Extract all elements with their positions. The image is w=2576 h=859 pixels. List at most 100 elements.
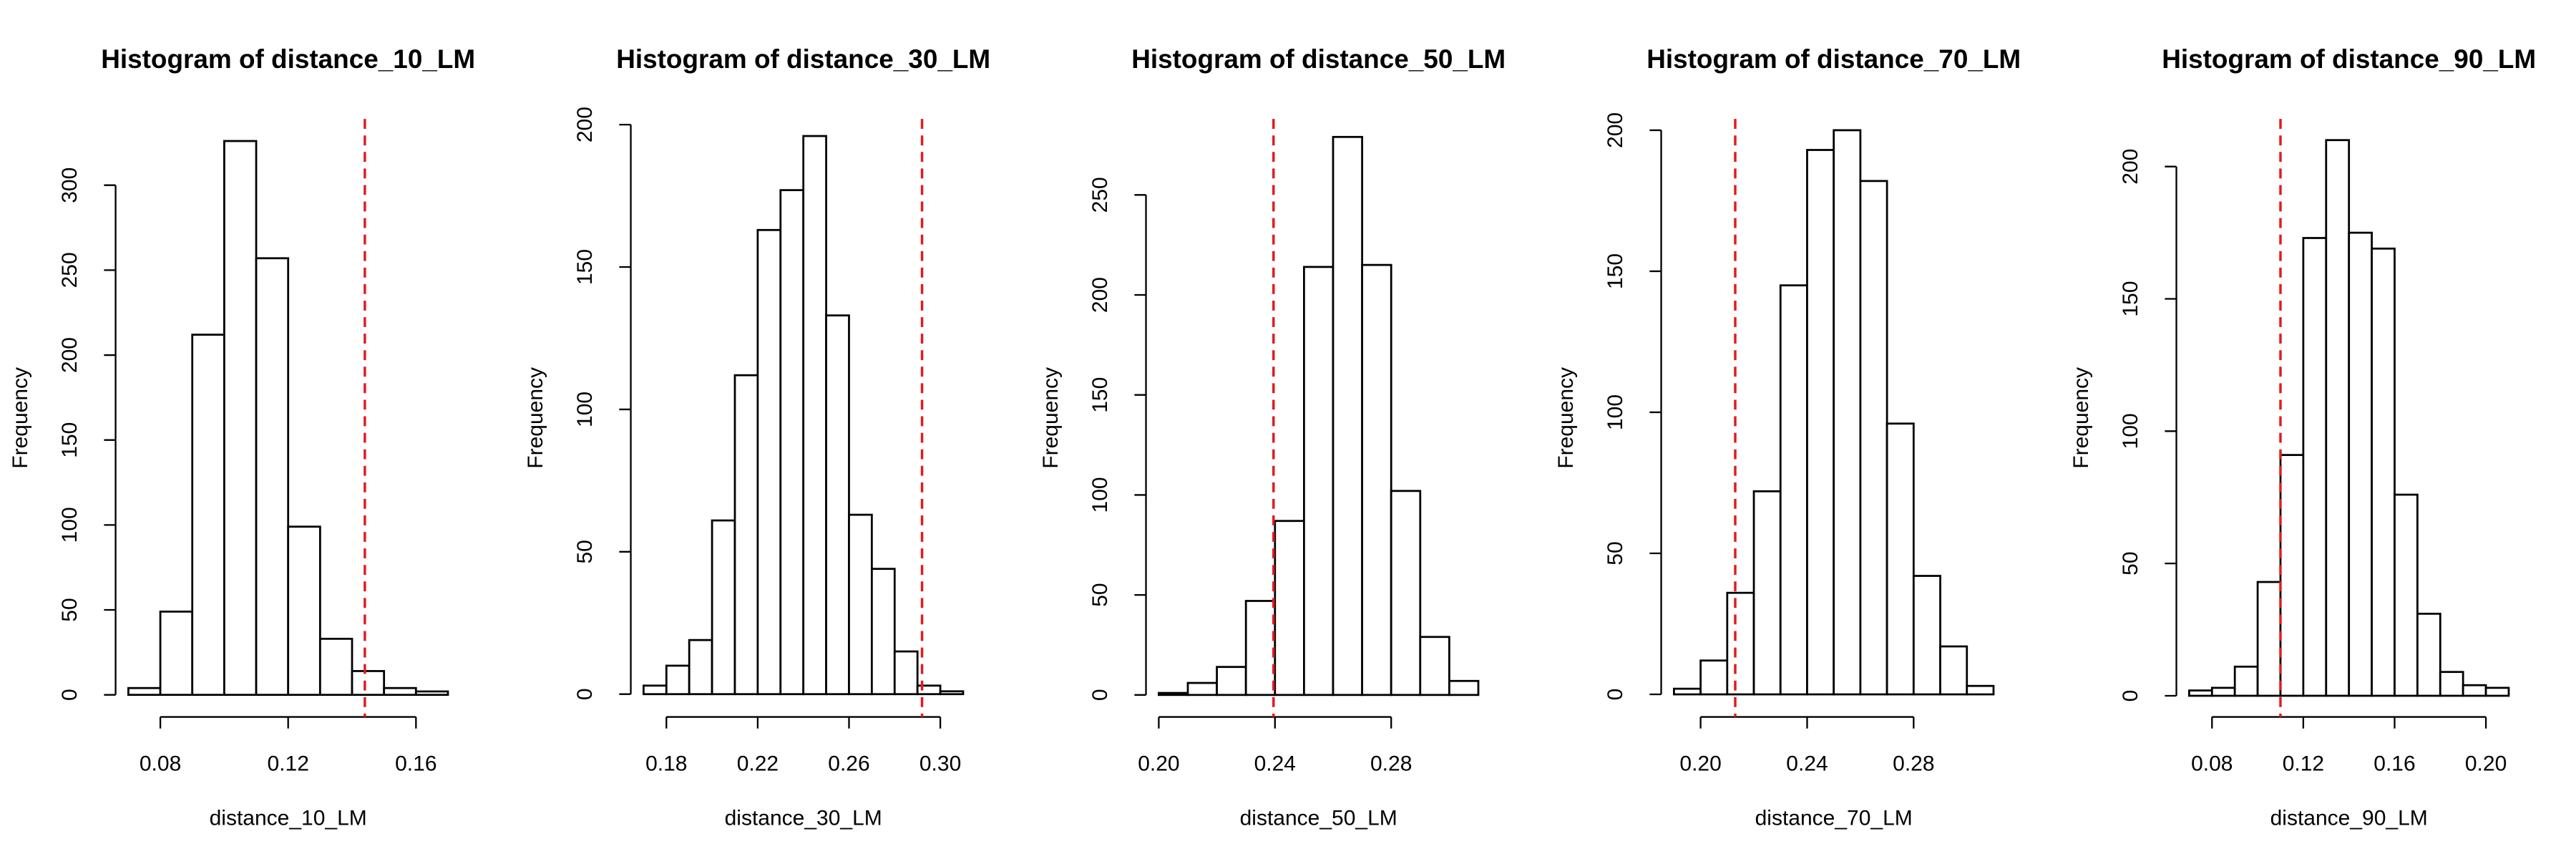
bar — [2210, 686, 2236, 697]
bar — [2256, 581, 2282, 697]
bar — [2439, 671, 2464, 697]
x-axis-label: distance_30_LM — [725, 807, 882, 830]
y-tick-label: 300 — [58, 168, 82, 203]
bar — [2484, 686, 2510, 697]
bar — [1274, 520, 1305, 697]
bar — [1752, 490, 1782, 696]
y-tick-label: 250 — [58, 252, 82, 288]
bar — [1726, 591, 1755, 696]
bar — [159, 611, 194, 697]
bar — [2325, 139, 2351, 697]
chart-title: Histogram of distance_90_LM — [2162, 44, 2536, 74]
x-tick-label: 0.20 — [2465, 752, 2507, 775]
bar — [1186, 681, 1218, 697]
x-tick-label: 0.18 — [645, 752, 687, 775]
bar — [1966, 684, 1995, 696]
x-tick-label: 0.12 — [2283, 752, 2324, 775]
bar — [1779, 284, 1808, 696]
y-tick-label: 0 — [1088, 689, 1112, 701]
x-tick-label: 0.20 — [1679, 752, 1721, 775]
y-tick-label: 100 — [2119, 413, 2142, 449]
bar — [223, 140, 258, 697]
y-tick-label: 150 — [2119, 281, 2142, 316]
x-tick-label: 0.24 — [1786, 752, 1828, 775]
x-tick-label: 0.16 — [2373, 752, 2415, 775]
bar — [893, 650, 919, 696]
bar — [1448, 679, 1480, 697]
x-tick-label: 0.12 — [267, 752, 308, 775]
y-tick-label: 100 — [1088, 477, 1112, 513]
y-tick-label: 50 — [2119, 551, 2142, 575]
x-axis-label: distance_90_LM — [2270, 807, 2428, 830]
bar — [1885, 422, 1915, 696]
bar — [191, 334, 225, 697]
chart-title: Histogram of distance_50_LM — [1131, 44, 1506, 74]
bar — [2302, 237, 2328, 697]
y-tick-label: 150 — [573, 249, 597, 285]
y-tick-label: 150 — [58, 422, 82, 458]
y-tick-label: 50 — [1088, 583, 1112, 606]
y-tick-label: 0 — [1604, 689, 1627, 701]
bar — [318, 637, 353, 697]
y-axis-label: Frequency — [9, 367, 32, 469]
x-tick-label: 0.28 — [1370, 752, 1412, 775]
bar — [1673, 687, 1702, 696]
bar — [665, 664, 691, 696]
bar — [733, 374, 759, 696]
bar — [871, 568, 896, 696]
bar — [2279, 454, 2305, 697]
y-tick-label: 200 — [58, 337, 82, 373]
bar — [1244, 600, 1277, 697]
y-tick-label: 50 — [58, 598, 82, 621]
x-axis-label: distance_50_LM — [1240, 807, 1397, 830]
chart-title: Histogram of distance_30_LM — [616, 44, 990, 74]
bar — [2348, 231, 2373, 697]
bar — [2233, 665, 2259, 697]
x-tick-label: 0.26 — [828, 752, 869, 775]
bar — [916, 684, 942, 696]
y-tick-label: 50 — [573, 540, 597, 563]
y-tick-label: 0 — [2119, 690, 2142, 702]
bar — [255, 257, 290, 697]
chart-title: Histogram of distance_70_LM — [1646, 44, 2021, 74]
x-tick-label: 0.30 — [919, 752, 961, 775]
bar — [383, 686, 417, 697]
bar — [2371, 247, 2396, 697]
x-axis-label: distance_70_LM — [1755, 807, 1913, 830]
x-axis-label: distance_10_LM — [210, 807, 367, 830]
y-tick-label: 200 — [573, 107, 597, 142]
x-tick-label: 0.08 — [2191, 752, 2233, 775]
x-tick-label: 0.16 — [395, 752, 436, 775]
x-tick-label: 0.28 — [1893, 752, 1934, 775]
bar — [2188, 689, 2213, 697]
bar — [1833, 129, 1862, 696]
bar — [756, 228, 782, 696]
bar — [1390, 490, 1422, 697]
bar — [939, 690, 965, 696]
x-tick-label: 0.20 — [1138, 752, 1179, 775]
x-tick-label: 0.08 — [140, 752, 181, 775]
bar — [1939, 645, 1968, 696]
bar — [2462, 684, 2487, 697]
bar — [2416, 612, 2441, 697]
y-tick-label: 0 — [573, 688, 597, 700]
bar — [2394, 493, 2419, 697]
bar — [1303, 266, 1335, 697]
bar — [287, 525, 321, 697]
x-tick-label: 0.22 — [737, 752, 779, 775]
bar — [779, 189, 805, 696]
bar — [414, 690, 449, 697]
y-tick-label: 250 — [1088, 177, 1112, 213]
bar — [1859, 180, 1888, 696]
bar — [1419, 636, 1450, 697]
y-tick-label: 0 — [58, 689, 82, 701]
bar — [711, 519, 736, 696]
y-axis-label: Frequency — [2069, 367, 2093, 469]
bar — [688, 639, 713, 696]
y-tick-label: 150 — [1088, 377, 1112, 413]
bar — [1361, 263, 1392, 697]
bar — [1912, 575, 1941, 696]
bar — [1158, 691, 1189, 697]
bar — [1216, 666, 1247, 697]
